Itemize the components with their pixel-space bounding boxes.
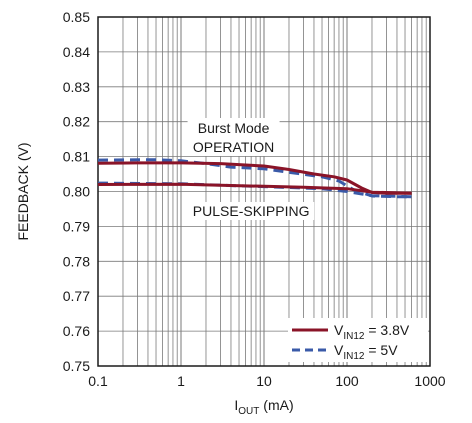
y-tick-label: 0.80: [63, 184, 90, 200]
legend-3.8v-value: = 3.8V: [364, 322, 409, 338]
x-axis-title: IOUT (mA): [234, 397, 293, 417]
x-tick-label: 100: [335, 373, 359, 389]
series-line-3.8v-1: [97, 182, 412, 195]
legend-3.8v-subscript: IN12: [343, 331, 365, 342]
legend-label-5v: VIN12 = 5V: [334, 342, 398, 362]
y-axis-title: FEEDBACK (V): [15, 142, 31, 240]
y-tick-label: 0.81: [63, 149, 90, 165]
pulse-skipping-annotation: PULSE-SKIPPING: [193, 203, 310, 219]
x-axis-title-unit: (mA): [259, 397, 293, 413]
x-tick-label: 1: [177, 373, 185, 389]
x-axis-title-main: I: [234, 397, 238, 413]
y-tick-label: 0.85: [63, 9, 90, 25]
legend-5v-value: = 5V: [364, 342, 398, 358]
legend-5v-prefix: V: [334, 342, 344, 358]
y-tick-label: 0.79: [63, 218, 90, 234]
series-lines: [97, 158, 412, 199]
x-axis-title-subscript: OUT: [238, 406, 259, 417]
y-tick-label: 0.83: [63, 79, 90, 95]
x-tick-labels: 0.1 1 10 100 1000: [88, 373, 446, 389]
y-tick-label: 0.82: [63, 114, 90, 130]
y-tick-label: 0.84: [63, 44, 90, 60]
x-tick-label: 0.1: [88, 373, 108, 389]
y-tick-label: 0.75: [63, 358, 90, 374]
y-tick-labels: 0.75 0.76 0.77 0.78 0.79 0.80 0.81 0.82 0.83 0.84…: [63, 9, 90, 374]
x-tick-label: 1000: [414, 373, 445, 389]
y-tick-label: 0.77: [63, 288, 90, 304]
x-tick-label: 10: [256, 373, 272, 389]
legend-3.8v-prefix: V: [334, 322, 344, 338]
legend-label-3.8v: VIN12 = 3.8V: [334, 322, 410, 342]
y-tick-label: 0.76: [63, 323, 90, 339]
burst-annotation-background: [187, 118, 280, 156]
legend-background: [288, 318, 428, 362]
y-tick-label: 0.78: [63, 253, 90, 269]
burst-mode-annotation-line1: Burst Mode: [198, 120, 270, 136]
burst-mode-annotation-line2: OPERATION: [193, 139, 274, 155]
pulse-annotation-background: [188, 202, 315, 220]
legend-5v-subscript: IN12: [343, 351, 365, 362]
series-line-3.8v-0: [97, 161, 412, 195]
plot-frame: [97, 16, 431, 367]
legend: VIN12 = 3.8V VIN12 = 5V: [288, 318, 428, 362]
